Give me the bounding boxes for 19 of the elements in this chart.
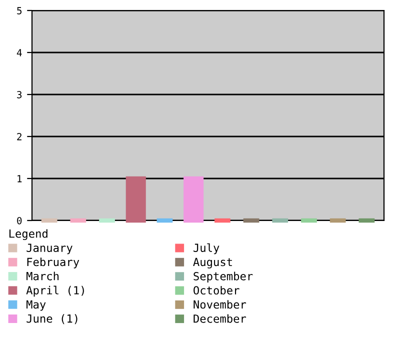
legend-label: May (26, 300, 46, 311)
y-tick-label: 5 (17, 7, 22, 14)
legend-label: January (26, 244, 72, 254)
legend-label: August (193, 258, 232, 268)
y-tick-label: 2 (17, 133, 22, 140)
legend-label: September (194, 272, 253, 283)
legend-label: June (1) (26, 314, 78, 324)
legend-label: February (27, 258, 80, 268)
legend-label: March (26, 272, 59, 280)
legend-label: November (194, 300, 246, 309)
y-tick-label: 3 (17, 91, 22, 98)
legend-label: October (194, 286, 240, 295)
y-tick-label: 0 (17, 217, 22, 224)
legend-label: April (1) (26, 286, 84, 297)
y-tick-label: 4 (16, 49, 22, 56)
y-tick-label: 1 (18, 175, 22, 182)
legend-title: Legend (9, 229, 48, 240)
legend-label: July (194, 243, 220, 254)
legend-label: December (194, 314, 246, 323)
